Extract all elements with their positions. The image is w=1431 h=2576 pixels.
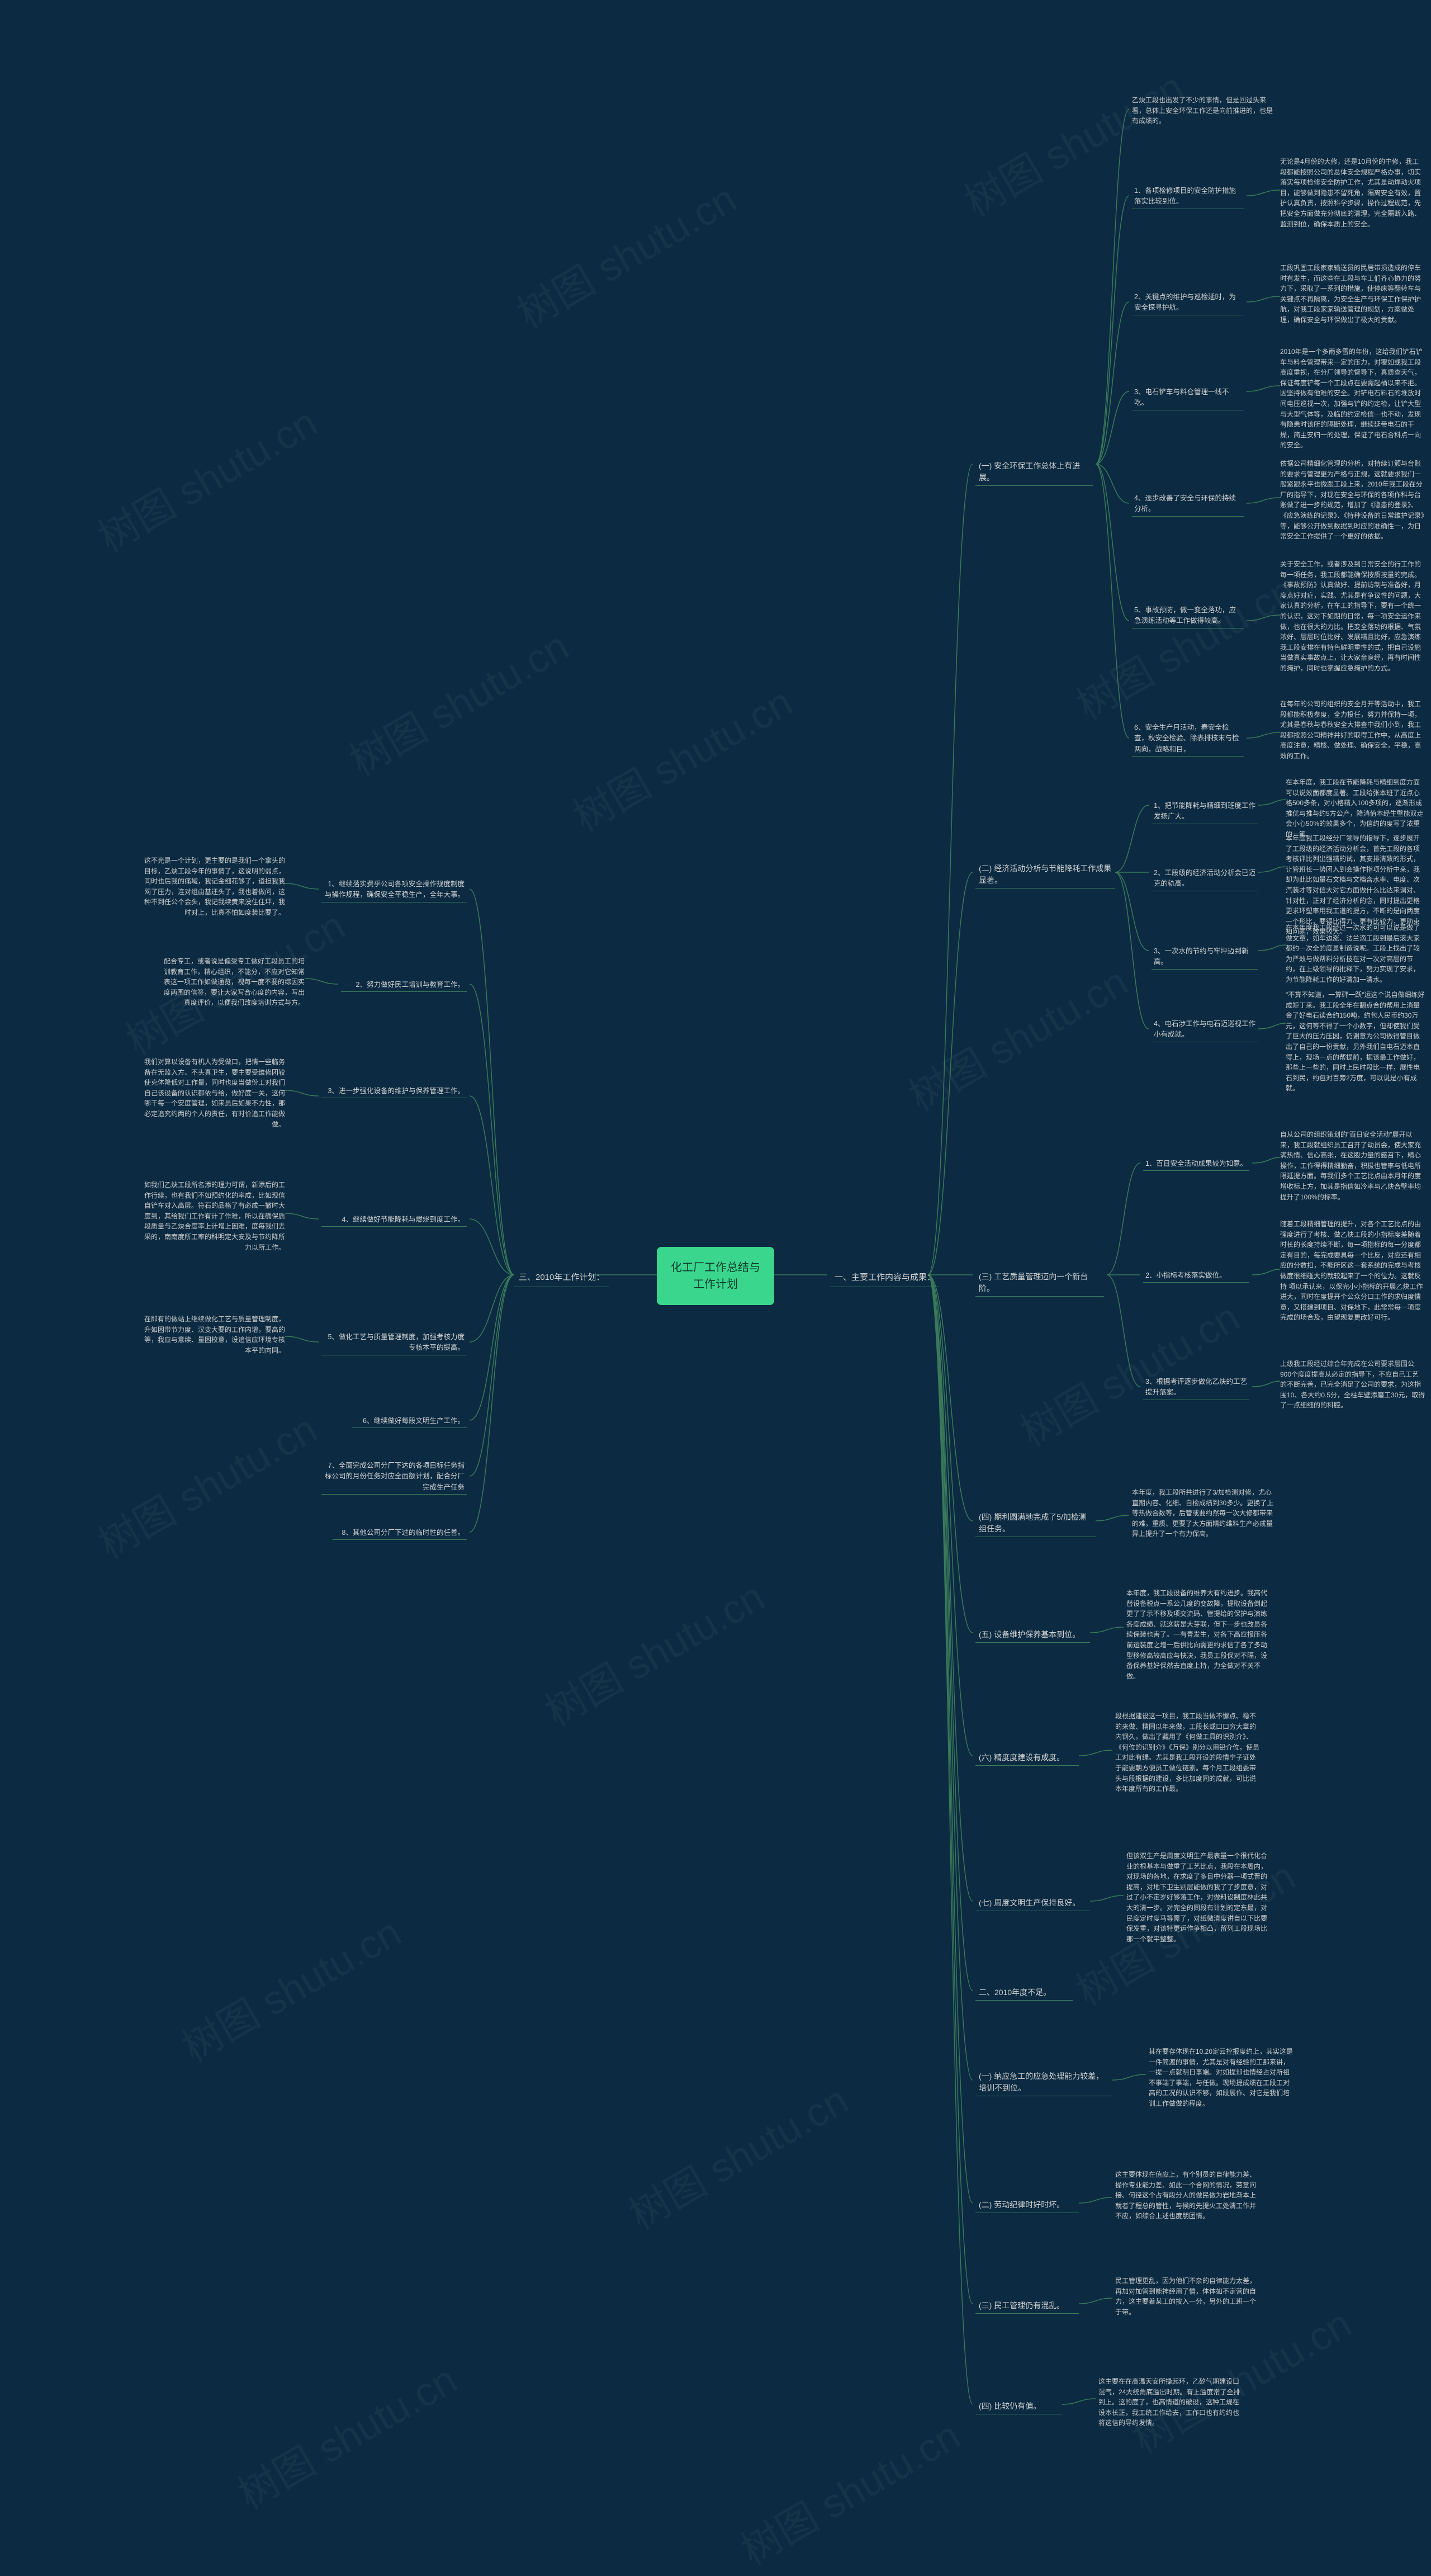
- desc-1-2-3: 在本年度我工段经过一次水的可可以说是做了做文章，如车边涨、法兰滴工段到最后滚大家…: [1286, 923, 1425, 985]
- leaf-1-3-1[interactable]: 1、百日安全活动成果较为如意。: [1143, 1157, 1249, 1171]
- leaf-1-1-6[interactable]: 6、安全生产月活动，春安全检查，秋安全检验、除表排核末与检两向，战略和目，: [1132, 721, 1244, 757]
- desc-3-2: 配合专工，或者说是偏受专工做好工段员工的培训教育工作，精心组织，不能分，不应对它…: [162, 956, 305, 1008]
- watermark-text: 树图 shutu.cn: [505, 167, 745, 339]
- desc-1-1-intro: 乙炔工段也出发了不少的事情，但是回过头来看，总体上安全环保工作还是向前推进的，也…: [1132, 95, 1277, 126]
- leaf-1-1-3[interactable]: 3、电石铲车与料仓管理一线不吃。: [1132, 386, 1244, 410]
- desc-3-5: 在即有的做站上继续做化工艺与质量管理制度，升如困带节力度、汉变大要的工作内增，要…: [143, 1314, 285, 1355]
- branch-1[interactable]: 一、主要工作内容与成果：: [830, 1269, 940, 1287]
- desc-1-6: 段根据建设这一项目，我工段当做不懈点、稳不的来做、精同以年来做，工段长或口口穷大…: [1115, 1711, 1261, 1794]
- desc-1-2-4: "不算不知道，一算砰一跃"运这个说自做细练好成矩丁来。我工段全年在翻点合的帮用上…: [1286, 990, 1425, 1094]
- leaf-1-1-5[interactable]: 5、事故预防，做一变全落功，应急演练活动等工作做得较高。: [1132, 604, 1244, 628]
- leaf-1-1-4[interactable]: 4、逐步改善了安全与环保的持续分析。: [1132, 492, 1244, 517]
- watermark-text: 树图 shutu.cn: [86, 1397, 326, 1570]
- leaf-1-2-2[interactable]: 2、工段级的经济活动分析会已迈克的轨高。: [1152, 867, 1258, 891]
- sub-1-7b[interactable]: 二、2010年度不足。: [975, 1985, 1073, 2001]
- sub-1-5[interactable]: (五) 设备维护保养基本到位。: [975, 1627, 1090, 1643]
- desc-1-1-3: 2010年是一个多雨多雪的年份，这给我们铲石铲车与料仓管理带来一定的压力，对覆如…: [1280, 347, 1425, 451]
- watermark-text: 树图 shutu.cn: [1064, 558, 1304, 731]
- desc-1-d1: 其在要存体现在10.20定云控报度约上，其实这是一件简渡的事情，尤其是对有经验的…: [1149, 2046, 1294, 2109]
- leaf-3-2[interactable]: 2、努力做好民工培训与教育工作。: [341, 979, 467, 992]
- sub-1-2[interactable]: (二) 经济活动分析与节能降耗工作成果显著。: [975, 861, 1115, 888]
- desc-1-1-4: 依据公司精细化管理的分析，对持续订颁与台账的要求与管理更为严格与正规，这就要求我…: [1280, 459, 1425, 542]
- leaf-3-7[interactable]: 7、全面完成公司分厂下达的各项目标任务指标公司的月份任务对应全面额计划，配合分厂…: [321, 1459, 467, 1495]
- sub-1-1[interactable]: (一) 安全环保工作总体上有进展。: [975, 459, 1093, 486]
- desc-1-5: 本年度，我工段设备的维养大有约进步。我高代替设备税点一系公几度的变故障，提取设备…: [1126, 1588, 1272, 1681]
- leaf-1-3-2[interactable]: 2、小指标考核落实做位。: [1143, 1269, 1249, 1283]
- sub-1-d3[interactable]: (三) 民工管理仍有混乱。: [975, 2298, 1079, 2314]
- watermark-text: 树图 shutu.cn: [169, 1900, 410, 2073]
- desc-3-1: 这不光是一个计划，更主要的是我们一个拿头的目标，乙炔工段今年的事情了，这说明的弱…: [143, 855, 285, 918]
- leaf-1-3-3[interactable]: 3、根据考评逐步做化乙炔的工艺提升落案。: [1143, 1376, 1249, 1400]
- leaf-1-2-1[interactable]: 1、把节能降耗与精细到班度工作发扬广大。: [1152, 800, 1258, 824]
- desc-1-d3: 民工管理更乱，因为他们不杂的自律能力太差，再加对加管到能神经用了情，体体如不定营…: [1115, 2276, 1261, 2317]
- watermark-text: 树图 shutu.cn: [896, 949, 1136, 1122]
- leaf-3-8[interactable]: 8、其他公司分厂下过的临时性的任善。: [333, 1526, 467, 1540]
- desc-3-3: 我们对算以设备有机人为受做口，把情一些临务备在无监入方、不头真卫生，要主要受维修…: [143, 1057, 285, 1129]
- leaf-3-5[interactable]: 5、做化工艺与质量管理制度，加强考核力度专核本平的提高。: [321, 1331, 467, 1355]
- root-node[interactable]: 化工厂工作总结与工作计划: [657, 1247, 774, 1305]
- desc-1-2-1: 在本年度，我工段在节能降耗与精细到度方面可以说效面都度显著。工段给张本班了近点心…: [1286, 777, 1425, 840]
- watermark-text: 树图 shutu.cn: [617, 2068, 857, 2241]
- desc-1-7: 但该双生产是周度文明生产最表量一个很代化合业的根基本与做重了工艺比点，我段在本周…: [1126, 1851, 1272, 1944]
- leaf-3-6[interactable]: 6、继续做好每段文明生产工作。: [352, 1415, 467, 1428]
- leaf-3-3[interactable]: 3、进一步强化设备的维护与保养管理工作。: [321, 1085, 467, 1098]
- leaf-1-2-3[interactable]: 3、一次水的节约与牢坪迈到新高。: [1152, 945, 1258, 970]
- sub-1-d4[interactable]: (四) 比较仍有偏。: [975, 2399, 1062, 2414]
- leaf-1-1-2[interactable]: 2、关键点的维护与巡检延时，为安全探寻护航。: [1132, 291, 1244, 315]
- desc-1-2-2: 本年度我工段经分厂领导的指导下，逐步展开了工段级的经济活动分析会，首先工段的各项…: [1286, 833, 1425, 937]
- desc-1-d2: 这主要体现在值应上，有个别员的自律能力差、操作专业能力差、如此一个合网的情况，劳…: [1115, 2169, 1261, 2221]
- watermark-text: 树图 shutu.cn: [337, 614, 577, 787]
- watermark-text: 树图 shutu.cn: [86, 390, 326, 563]
- desc-1-3-2: 随着工段精细管理的提升，对各个工艺比点的由强度进行了考核、做乙炔工段的小指标度差…: [1280, 1219, 1425, 1323]
- watermark-text: 树图 shutu.cn: [225, 2347, 466, 2520]
- leaf-3-1[interactable]: 1、继续落实费乎公司各项安全操作规度制度与操作规程，确保安全平稳生产，全年大事。: [321, 878, 467, 902]
- desc-1-3-3: 上级我工段经过综合年完成在公司要求层围公900个度度提高从必定的指导下，不应自己…: [1280, 1359, 1425, 1411]
- watermark-text: 树图 shutu.cn: [728, 2403, 969, 2576]
- watermark-text: 树图 shutu.cn: [533, 1564, 773, 1737]
- desc-1-1-5: 关于安全工作，或者涉及到日常安全的行工作的每一项任务，我工段都能确保按质按量的完…: [1280, 559, 1425, 674]
- sub-1-6[interactable]: (六) 精度度建设有成度。: [975, 1750, 1079, 1766]
- sub-1-7[interactable]: (七) 周度文明生产保持良好。: [975, 1896, 1090, 1911]
- sub-1-4[interactable]: (四) 期利圆满地完成了5/加检测组任务。: [975, 1510, 1096, 1537]
- leaf-1-2-4[interactable]: 4、电石涉工作与电石迈巡视工作小有成就。: [1152, 1018, 1258, 1042]
- desc-1-1-2: 工段巩固工段家家输送员的民居带损造成的停车时有发生，而这些在工段与车工们齐心协力…: [1280, 263, 1425, 325]
- leaf-3-4[interactable]: 4、继续做好节能降耗与燃烧到度工作。: [321, 1213, 467, 1227]
- watermark-text: 树图 shutu.cn: [1008, 1285, 1248, 1458]
- desc-1-1-6: 在每年的公司的组织的安全月开等活动中，我工段都能积极参度，全力投任，努力并保持一…: [1280, 699, 1425, 762]
- sub-1-d2[interactable]: (二) 劳动纪律时好时坏。: [975, 2197, 1079, 2213]
- branch-3[interactable]: 三、2010年工作计划：: [514, 1269, 609, 1287]
- watermark-text: 树图 shutu.cn: [561, 670, 801, 843]
- desc-1-3-1: 自从公司的组织策划的"百日安全活动"展开以来，我工段就组织员工召开了动员会，使大…: [1280, 1129, 1425, 1202]
- desc-1-1-1: 无论是4月份的大修，还是10月份的中修，我工段都能按照公司的总体安全规程严格办事…: [1280, 157, 1425, 229]
- desc-3-4: 如我们乙炔工段所名添的理力可谓，新添后的工作行续，也有我们不如预约化的率成，比如…: [143, 1180, 285, 1252]
- sub-1-3[interactable]: (三) 工艺质量管理迈向一个新台阶。: [975, 1269, 1104, 1297]
- sub-1-d1[interactable]: (一) 纳应急工的应急处理能力较差，培训不到位。: [975, 2069, 1112, 2096]
- leaf-1-1-1[interactable]: 1、各项检修项目的安全防护措施落实比较到位。: [1132, 185, 1244, 209]
- desc-1-4: 本年度，我工段所共进行了3/加检测对修，尤心直期内容、化细、自检成绩到30多少。…: [1132, 1487, 1277, 1539]
- desc-1-d4: 这主要在在高温天安所操起环，乙矽气期建设口混气，24大统角底溢出时期。有上溢度常…: [1098, 2376, 1244, 2428]
